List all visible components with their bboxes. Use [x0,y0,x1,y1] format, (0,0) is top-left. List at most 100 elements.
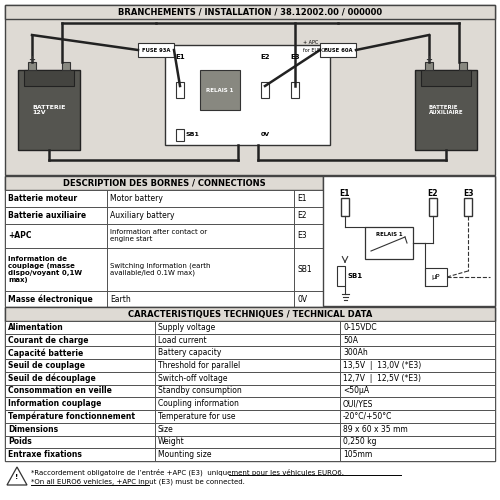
Bar [340,372,495,384]
Text: Standby consumption: Standby consumption [158,386,242,396]
Text: SB1: SB1 [297,265,312,274]
Bar [107,248,294,291]
Text: E2: E2 [260,54,270,60]
Bar [5,448,155,461]
Bar [340,334,495,346]
Bar [5,176,323,190]
Text: Coupling information: Coupling information [158,399,239,408]
Text: Courant de charge: Courant de charge [8,336,88,344]
Text: E1: E1 [340,190,350,198]
Text: +: + [28,56,35,64]
Text: Température fonctionnement: Température fonctionnement [8,412,135,421]
Bar [5,307,495,321]
Text: E1: E1 [175,54,185,60]
Text: Poids: Poids [8,438,32,446]
Bar [62,62,70,70]
Text: Information couplage: Information couplage [8,399,102,408]
Text: 13,5V  |  13,0V (*E3): 13,5V | 13,0V (*E3) [343,361,421,370]
Text: RELAIS 1: RELAIS 1 [206,88,234,92]
Bar [5,334,155,346]
Text: Auxiliary battery: Auxiliary battery [110,211,174,220]
Polygon shape [7,467,27,485]
Bar [5,346,155,359]
Text: BRANCHEMENTS / INSTALLATION / 38.12002.00 / 000000: BRANCHEMENTS / INSTALLATION / 38.12002.0… [118,8,382,16]
Bar [5,384,155,398]
Text: E3: E3 [290,54,300,60]
Bar [5,410,155,423]
Bar [340,398,495,410]
Text: Load current: Load current [158,336,206,344]
Bar [155,334,340,346]
Text: Earth: Earth [110,295,131,304]
Bar [5,224,107,248]
Bar [421,70,471,86]
Text: 89 x 60 x 35 mm: 89 x 60 x 35 mm [343,424,408,434]
Text: 12,7V  |  12,5V (*E3): 12,7V | 12,5V (*E3) [343,374,421,383]
Bar [5,207,107,224]
Bar [5,190,107,207]
Bar [155,410,340,423]
Bar [107,291,294,308]
Bar [24,70,74,86]
Bar [294,224,323,248]
Bar [5,307,495,461]
Text: Dimensions: Dimensions [8,424,58,434]
Bar [107,190,294,207]
Bar [261,82,269,98]
Text: DESCRIPTION DES BORNES / CONNECTIONS: DESCRIPTION DES BORNES / CONNECTIONS [62,178,266,188]
Bar [340,321,495,334]
Bar [5,321,155,334]
Bar [5,176,495,306]
Text: 0,250 kg: 0,250 kg [343,438,376,446]
Text: FUSE 60A: FUSE 60A [324,48,352,52]
Text: Supply voltage: Supply voltage [158,323,215,332]
Bar [294,207,323,224]
Bar [340,423,495,436]
Text: E1: E1 [297,194,306,203]
Text: +APC: +APC [8,232,32,240]
Bar [5,372,155,384]
Text: Capacité batterie: Capacité batterie [8,348,83,358]
Text: E2: E2 [428,190,438,198]
Text: BATTERIE
12V: BATTERIE 12V [32,104,66,116]
Text: 300Ah: 300Ah [343,348,368,358]
Text: CARACTERISTIQUES TECHNIQUES / TECHNICAL DATA: CARACTERISTIQUES TECHNIQUES / TECHNICAL … [128,310,372,318]
Bar [155,359,340,372]
Text: Size: Size [158,424,174,434]
Bar [176,129,184,141]
Text: Motor battery: Motor battery [110,194,163,203]
Text: Batterie auxiliaire: Batterie auxiliaire [8,211,86,220]
Bar [415,70,477,150]
Text: Alimentation: Alimentation [8,323,64,332]
Bar [323,176,495,306]
Text: E3: E3 [297,232,306,240]
Text: E2: E2 [297,211,306,220]
Text: Masse électronique: Masse électronique [8,294,93,304]
Bar [165,45,330,145]
Bar [340,359,495,372]
Text: 105mm: 105mm [343,450,372,459]
Bar [5,5,495,175]
Text: Threshold for parallel: Threshold for parallel [158,361,240,370]
Bar [294,190,323,207]
Text: 50A: 50A [343,336,358,344]
Bar [155,384,340,398]
Text: μP: μP [432,274,440,280]
Bar [340,384,495,398]
Text: for EURO6: for EURO6 [303,48,328,52]
Text: E3: E3 [463,190,473,198]
Bar [340,436,495,448]
Bar [155,423,340,436]
Bar [18,70,80,150]
Text: RELAIS 1: RELAIS 1 [376,232,402,237]
Bar [138,43,174,57]
Bar [425,268,447,286]
Bar [155,372,340,384]
Bar [28,62,36,70]
Bar [340,448,495,461]
Bar [155,321,340,334]
Bar [107,224,294,248]
Bar [155,448,340,461]
Bar [294,291,323,308]
Bar [365,227,413,259]
